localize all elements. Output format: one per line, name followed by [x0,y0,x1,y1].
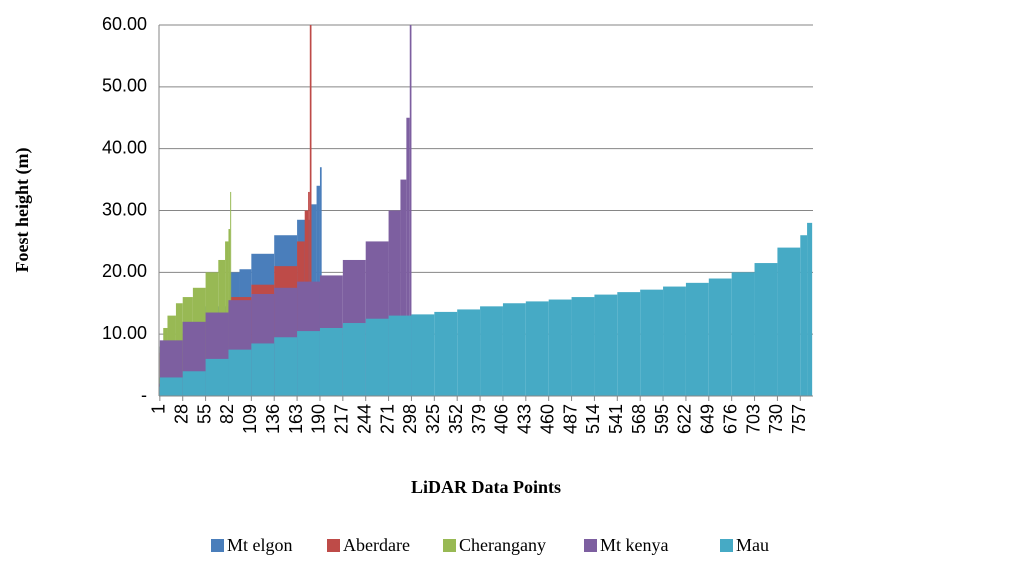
bar [342,323,366,396]
bar [777,247,801,396]
bar [502,303,526,396]
bar [411,314,435,396]
bar [480,306,503,396]
x-tick-label: 541 [606,404,626,434]
bar [663,286,686,396]
x-tick-label: 622 [675,404,695,434]
legend-label: Mt elgon [227,535,293,555]
x-tick-label: 217 [332,404,352,434]
bar [365,318,389,396]
x-tick-label: 676 [720,404,740,434]
bar [406,117,410,396]
legend-swatch [720,539,733,552]
bar [548,299,572,396]
y-tick-label: 50.00 [102,76,147,96]
x-tick-label: 460 [537,404,557,434]
bar [731,272,755,396]
bar [230,191,232,396]
x-tick-label: 298 [400,404,420,434]
legend-swatch [443,539,456,552]
x-tick-label: 82 [217,404,237,424]
x-tick-label: 28 [171,404,191,424]
y-tick-label: 40.00 [102,137,147,157]
bar [800,235,808,396]
legend-label: Aberdare [343,535,410,555]
bar [319,327,343,396]
legend-label: Mau [736,535,769,555]
bar [708,278,732,396]
y-tick-label: 10.00 [102,323,147,343]
bar [525,301,549,396]
legend-label: Mt kenya [600,535,668,555]
x-tick-label: 136 [263,404,283,434]
y-tick-label: 60.00 [102,14,147,34]
x-tick-label: 406 [492,404,512,434]
x-tick-label: 55 [194,404,214,424]
bar [685,282,709,396]
x-tick-label: 244 [354,404,374,434]
bar [388,210,401,396]
x-tick-label: 649 [698,404,718,434]
bar [309,25,312,396]
x-tick-label: 568 [629,404,649,434]
bar [617,292,641,396]
x-tick-label: 163 [286,404,306,434]
x-tick-label: 757 [789,404,809,434]
bar [388,315,412,396]
y-axis-title: Foest height (m) [12,148,33,273]
bar [251,343,275,396]
x-tick-label: 433 [515,404,535,434]
legend-swatch [211,539,224,552]
x-tick-label: 352 [446,404,466,434]
bar [228,349,252,396]
x-axis-title: LiDAR Data Points [411,477,561,497]
x-tick-label: 703 [743,404,763,434]
bar [205,358,229,396]
legend-label: Cherangany [459,535,546,555]
x-tick-label: 730 [766,404,786,434]
x-tick-label: 514 [583,404,603,434]
bar [594,294,618,396]
bar [274,337,298,396]
x-tick-label: 271 [377,404,397,434]
bar [640,289,664,396]
x-tick-label: 190 [309,404,329,434]
legend-swatch [584,539,597,552]
x-tick-label: 487 [560,404,580,434]
bar [807,222,813,396]
bar [409,25,412,396]
bar [400,179,407,396]
bar [297,331,320,396]
bar [754,263,778,396]
x-tick-label: 1 [149,404,169,414]
bar [571,297,595,396]
x-tick-label: 595 [652,404,672,434]
bar [434,311,458,396]
y-tick-label: 20.00 [102,261,147,281]
legend-swatch [327,539,340,552]
x-tick-label: 325 [423,404,443,434]
bar [159,377,183,396]
x-tick-label: 109 [240,404,260,434]
y-tick-label: - [141,385,147,405]
y-tick-label: 30.00 [102,199,147,219]
x-tick-label: 379 [469,404,489,434]
bar [182,371,206,396]
bar [457,309,481,396]
